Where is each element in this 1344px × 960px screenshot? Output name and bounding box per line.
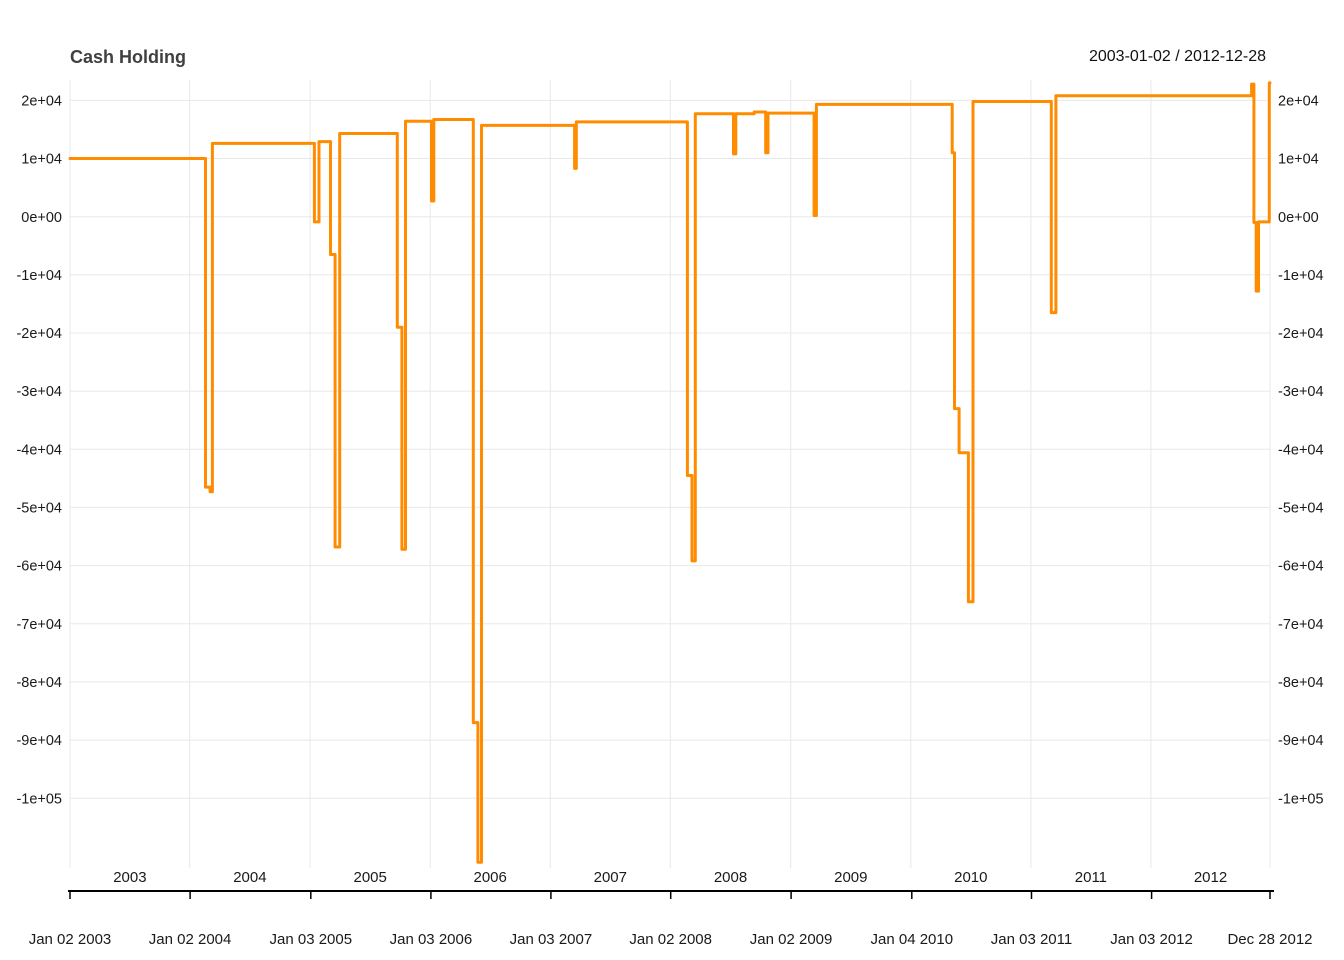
y-axis-tick-label-right: -2e+04 bbox=[1278, 326, 1324, 342]
axis-labels: 2e+04 2e+04 1e+04 1e+04 0e+00 0e+00 -1e+04 -1e+… bbox=[16, 93, 1323, 948]
y-axis-tick-label-right: -3e+04 bbox=[1278, 384, 1324, 400]
y-axis-tick-label-left: -5e+04 bbox=[16, 500, 62, 516]
x-axis-year-label: 2004 bbox=[233, 869, 266, 886]
x-axis-date-label: Jan 04 2010 bbox=[871, 931, 954, 948]
y-axis-tick-label-right: -7e+04 bbox=[1278, 617, 1324, 633]
y-axis-tick-label-right: -5e+04 bbox=[1278, 500, 1324, 516]
y-axis-tick-label-left: -4e+04 bbox=[16, 442, 62, 458]
y-axis-tick-label-left: -1e+04 bbox=[16, 268, 62, 284]
y-axis-tick-label-right: -1e+04 bbox=[1278, 268, 1324, 284]
x-axis-year-label: 2006 bbox=[474, 869, 507, 886]
x-axis-year-label: 2008 bbox=[714, 869, 747, 886]
series bbox=[68, 81, 1272, 864]
y-axis-tick-label-left: -9e+04 bbox=[16, 733, 62, 749]
x-axis-date-label: Jan 03 2011 bbox=[991, 931, 1072, 948]
cash-holding-step-line bbox=[68, 81, 1272, 864]
x-axis-year-label: 2010 bbox=[954, 869, 987, 886]
x-axis-date-label: Jan 03 2005 bbox=[270, 931, 353, 948]
chart-title: Cash Holding bbox=[70, 47, 186, 67]
y-axis-tick-label-right: 0e+00 bbox=[1278, 210, 1319, 226]
x-axis-year-label: 2012 bbox=[1194, 869, 1227, 886]
y-axis-tick-label-right: -8e+04 bbox=[1278, 675, 1324, 691]
x-axis-year-label: 2011 bbox=[1075, 869, 1107, 886]
x-axis-date-label: Jan 03 2007 bbox=[510, 931, 593, 948]
x-axis-date-label: Jan 02 2008 bbox=[629, 931, 712, 948]
date-range-label: 2003-01-02 / 2012-12-28 bbox=[1088, 48, 1266, 65]
gridlines bbox=[69, 80, 1271, 868]
y-axis-tick-label-left: -2e+04 bbox=[16, 326, 62, 342]
x-axis-date-label: Jan 03 2012 bbox=[1110, 931, 1193, 948]
x-axis-year-label: 2003 bbox=[113, 869, 146, 886]
y-axis-tick-label-right: -6e+04 bbox=[1278, 559, 1324, 575]
x-axis-date-label: Dec 28 2012 bbox=[1227, 931, 1312, 948]
x-axis-year-label: 2007 bbox=[594, 869, 627, 886]
y-axis-tick-label-right: 1e+04 bbox=[1278, 152, 1319, 168]
y-axis-tick-label-right: 2e+04 bbox=[1278, 93, 1319, 109]
y-axis-tick-label-right: -1e+05 bbox=[1278, 791, 1324, 807]
x-axis-date-label: Jan 03 2006 bbox=[390, 931, 473, 948]
x-axis-date-label: Jan 02 2004 bbox=[149, 931, 232, 948]
x-axis-date-label: Jan 02 2003 bbox=[29, 931, 112, 948]
y-axis-tick-label-left: -1e+05 bbox=[16, 791, 62, 807]
y-axis-tick-label-left: -7e+04 bbox=[16, 617, 62, 633]
y-axis-tick-label-left: -8e+04 bbox=[16, 675, 62, 691]
y-axis-tick-label-left: 1e+04 bbox=[21, 152, 62, 168]
y-axis-tick-label-right: -9e+04 bbox=[1278, 733, 1324, 749]
y-axis-tick-label-left: 2e+04 bbox=[21, 93, 62, 109]
y-axis-tick-label-left: 0e+00 bbox=[21, 210, 62, 226]
y-axis-tick-label-left: -6e+04 bbox=[16, 559, 62, 575]
x-axis-date-label: Jan 02 2009 bbox=[750, 931, 833, 948]
x-axis-year-label: 2005 bbox=[354, 869, 387, 886]
axes bbox=[68, 890, 1274, 899]
x-axis-year-label: 2009 bbox=[834, 869, 867, 886]
y-axis-tick-label-left: -3e+04 bbox=[16, 384, 62, 400]
y-axis-tick-label-right: -4e+04 bbox=[1278, 442, 1324, 458]
